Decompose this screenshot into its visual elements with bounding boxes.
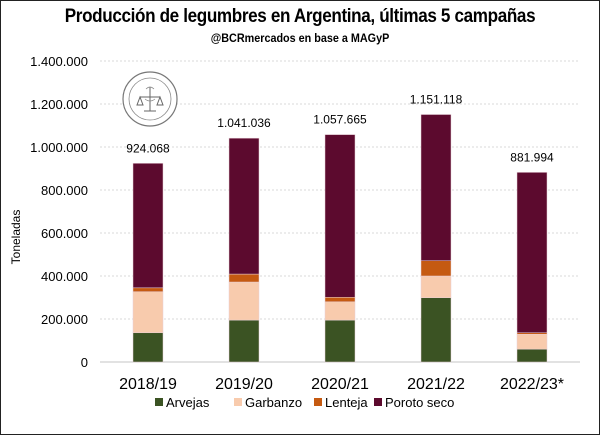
legend-swatch <box>234 398 242 406</box>
y-tick-label: 1.400.000 <box>30 54 88 69</box>
total-data-label: 1.151.118 <box>410 93 463 107</box>
bar-segment-garbanzo <box>324 301 356 321</box>
bar-segment-garbanzo <box>228 281 260 321</box>
legend-label: Garbanzo <box>245 395 302 410</box>
scales-icon <box>136 87 164 112</box>
y-tick-label: 1.200.000 <box>30 97 88 112</box>
y-axis-label: Toneladas <box>9 210 23 265</box>
bar-segment-poroto-seco <box>132 163 164 289</box>
bar-segment-poroto-seco <box>516 172 548 334</box>
bar-segment-poroto-seco <box>228 137 260 275</box>
bar-segment-garbanzo <box>132 291 164 334</box>
legend-label: Poroto seco <box>385 395 454 410</box>
bar-segment-lenteja <box>420 260 452 277</box>
total-data-label: 924.068 <box>126 141 170 155</box>
y-tick-label: 400.000 <box>41 269 88 284</box>
chart-title: Producción de legumbres en Argentina, úl… <box>64 6 536 27</box>
bar-segment-garbanzo <box>516 334 548 350</box>
bar-segment-lenteja <box>132 287 164 292</box>
y-tick-label: 200.000 <box>41 312 88 327</box>
y-tick-label: 0 <box>81 355 88 370</box>
total-data-label: 1.057.665 <box>313 113 367 127</box>
bar-segment-arvejas <box>420 297 452 363</box>
legend-swatch <box>314 398 322 406</box>
total-data-label: 1.041.036 <box>217 116 271 130</box>
x-tick-label: 2021/22 <box>407 376 465 393</box>
bar-segment-lenteja <box>324 297 356 303</box>
y-tick-label: 600.000 <box>41 226 88 241</box>
caduceus-icon <box>144 86 156 102</box>
x-tick-label: 2018/19 <box>119 376 177 393</box>
bar-segment-arvejas <box>516 348 548 363</box>
logo-inner-ring <box>128 77 172 121</box>
legend-label: Lenteja <box>325 395 368 410</box>
total-data-label: 881.994 <box>510 150 554 164</box>
x-tick-label: 2022/23* <box>500 376 564 393</box>
bar-segment-arvejas <box>132 332 164 363</box>
legend-label: Arvejas <box>166 395 210 410</box>
legend-swatch <box>374 398 382 406</box>
bar-segment-garbanzo <box>420 275 452 298</box>
x-tick-label: 2019/20 <box>215 376 273 393</box>
y-tick-label: 1.000.000 <box>30 140 88 155</box>
bar-segment-arvejas <box>228 319 260 363</box>
bar-segment-arvejas <box>324 319 356 363</box>
legend-swatch <box>155 398 163 406</box>
bar-segment-lenteja <box>228 273 260 283</box>
y-tick-label: 800.000 <box>41 183 88 198</box>
logo-seal <box>122 71 178 127</box>
bar-segment-poroto-seco <box>324 134 356 298</box>
chart-subtitle: @BCRmercados en base a MAGyP <box>210 31 390 45</box>
x-tick-label: 2020/21 <box>311 376 369 393</box>
bar-segment-poroto-seco <box>420 114 452 261</box>
